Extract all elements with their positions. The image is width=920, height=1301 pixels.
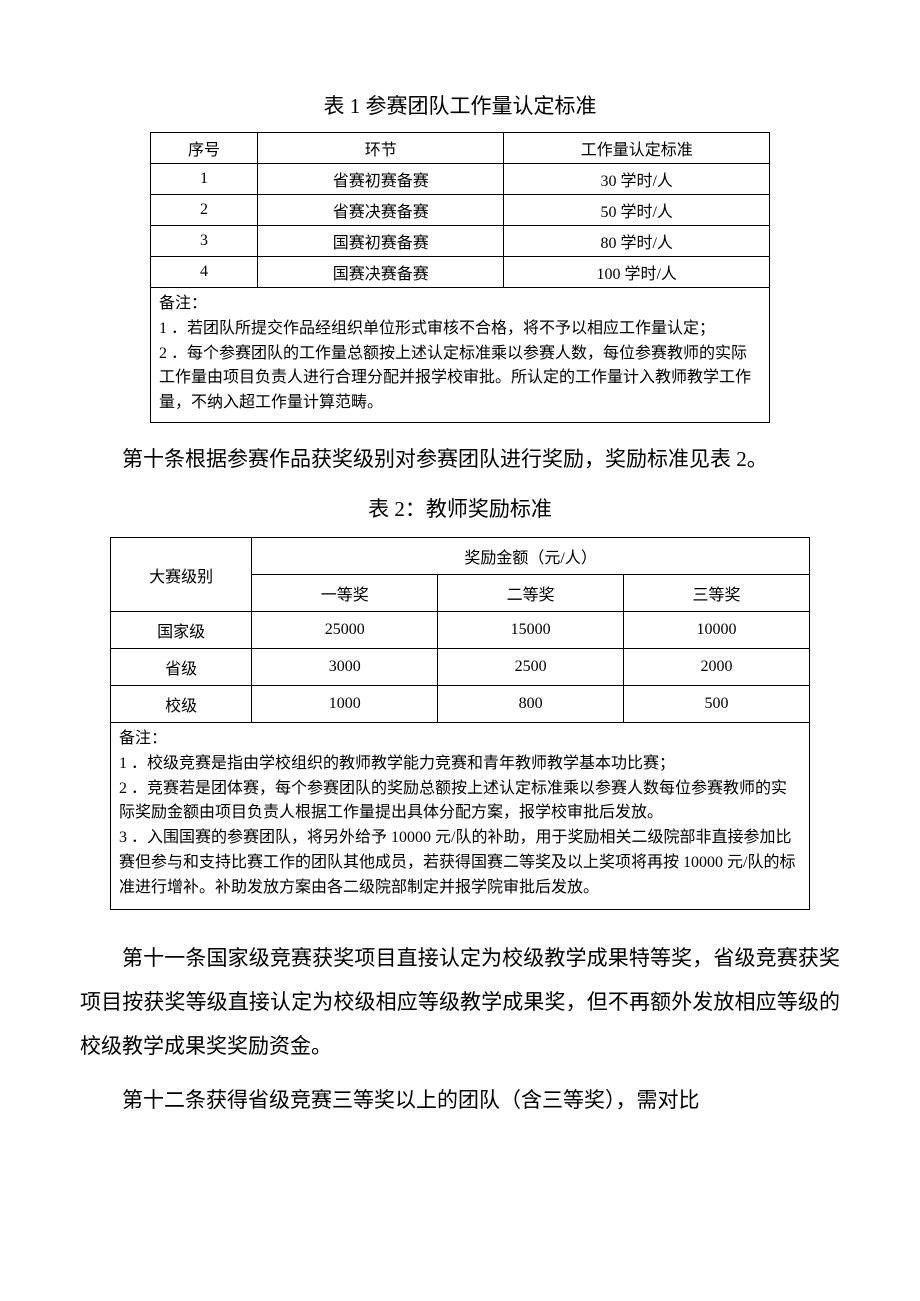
table-row: 校级 1000 800 500	[111, 686, 810, 723]
table1-cell-seq: 4	[151, 257, 258, 288]
table2-notes-cell: 备注： 1 ．校级竞赛是指由学校组织的教师教学能力竞赛和青年教师教学基本功比赛；…	[111, 723, 810, 910]
table-row: 2 省赛决赛备赛 50 学时/人	[151, 195, 770, 226]
table2-cell-third: 2000	[624, 649, 810, 686]
table2-cell-first: 3000	[252, 649, 438, 686]
table2-cell-second: 2500	[438, 649, 624, 686]
table1-cell-seq: 1	[151, 164, 258, 195]
table2-notes-title: 备注：	[119, 727, 801, 752]
table1-cell-std: 50 学时/人	[504, 195, 770, 226]
table1-cell-std: 30 学时/人	[504, 164, 770, 195]
table2-cell-level: 国家级	[111, 612, 252, 649]
table1-notes-cell: 备注： 1 ．若团队所提交作品经组织单位形式审核不合格，将不予以相应工作量认定；…	[151, 288, 770, 423]
table2-cell-level: 校级	[111, 686, 252, 723]
table2-awards: 大赛级别 奖励金额（元/人） 一等奖 二等奖 三等奖 国家级 25000 150…	[110, 537, 810, 910]
table1-title: 表 1 参赛团队工作量认定标准	[80, 90, 840, 120]
table1-header-stage: 环节	[258, 133, 504, 164]
article-11-paragraph: 第十一条国家级竞赛获奖项目直接认定为校级教学成果特等奖，省级竞赛获奖项目按获奖等…	[80, 936, 840, 1068]
table1-workload: 序号 环节 工作量认定标准 1 省赛初赛备赛 30 学时/人 2 省赛决赛备赛 …	[150, 132, 770, 423]
article-12-paragraph: 第十二条获得省级竞赛三等奖以上的团队（含三等奖），需对比	[80, 1078, 840, 1122]
table1-cell-stage: 省赛初赛备赛	[258, 164, 504, 195]
table1-notes-1: 1 ．若团队所提交作品经组织单位形式审核不合格，将不予以相应工作量认定；	[159, 317, 761, 342]
table2-title: 表 2：教师奖励标准	[80, 493, 840, 523]
table2-header-third: 三等奖	[624, 575, 810, 612]
article-10-paragraph: 第十条根据参赛作品获奖级别对参赛团队进行奖励，奖励标准见表 2。	[80, 437, 840, 481]
table-row: 4 国赛决赛备赛 100 学时/人	[151, 257, 770, 288]
table2-notes-row: 备注： 1 ．校级竞赛是指由学校组织的教师教学能力竞赛和青年教师教学基本功比赛；…	[111, 723, 810, 910]
table1-notes-2: 2 ．每个参赛团队的工作量总额按上述认定标准乘以参赛人数，每位参赛教师的实际工作…	[159, 342, 761, 416]
table1-cell-stage: 国赛决赛备赛	[258, 257, 504, 288]
table1-cell-std: 100 学时/人	[504, 257, 770, 288]
table2-cell-first: 25000	[252, 612, 438, 649]
table2-cell-first: 1000	[252, 686, 438, 723]
table1-cell-seq: 3	[151, 226, 258, 257]
table2-header-amount: 奖励金额（元/人）	[252, 538, 810, 575]
table2-header-level: 大赛级别	[111, 538, 252, 612]
table2-notes-2: 2 ．竞赛若是团体赛，每个参赛团队的奖励总额按上述认定标准乘以参赛人数每位参赛教…	[119, 777, 801, 827]
table2-notes-1: 1 ．校级竞赛是指由学校组织的教师教学能力竞赛和青年教师教学基本功比赛；	[119, 752, 801, 777]
table2-cell-third: 10000	[624, 612, 810, 649]
table-row: 1 省赛初赛备赛 30 学时/人	[151, 164, 770, 195]
table1-cell-stage: 省赛决赛备赛	[258, 195, 504, 226]
bottom-paragraphs: 第十一条国家级竞赛获奖项目直接认定为校级教学成果特等奖，省级竞赛获奖项目按获奖等…	[80, 936, 840, 1122]
table-row: 省级 3000 2500 2000	[111, 649, 810, 686]
document-page: 表 1 参赛团队工作量认定标准 序号 环节 工作量认定标准 1 省赛初赛备赛 3…	[0, 0, 920, 1182]
table1-header-seq: 序号	[151, 133, 258, 164]
table1-cell-std: 80 学时/人	[504, 226, 770, 257]
table2-cell-second: 800	[438, 686, 624, 723]
table2-cell-level: 省级	[111, 649, 252, 686]
table2-cell-third: 500	[624, 686, 810, 723]
table-header-row: 大赛级别 奖励金额（元/人）	[111, 538, 810, 575]
table-header-row: 序号 环节 工作量认定标准	[151, 133, 770, 164]
table1-notes-row: 备注： 1 ．若团队所提交作品经组织单位形式审核不合格，将不予以相应工作量认定；…	[151, 288, 770, 423]
table-row: 国家级 25000 15000 10000	[111, 612, 810, 649]
table1-header-std: 工作量认定标准	[504, 133, 770, 164]
table2-cell-second: 15000	[438, 612, 624, 649]
table2-header-second: 二等奖	[438, 575, 624, 612]
table-row: 3 国赛初赛备赛 80 学时/人	[151, 226, 770, 257]
table2-notes-3: 3 ．入围国赛的参赛团队，将另外给予 10000 元/队的补助，用于奖励相关二级…	[119, 826, 801, 900]
table1-cell-stage: 国赛初赛备赛	[258, 226, 504, 257]
table2-header-first: 一等奖	[252, 575, 438, 612]
table1-notes-title: 备注：	[159, 292, 761, 317]
table1-cell-seq: 2	[151, 195, 258, 226]
